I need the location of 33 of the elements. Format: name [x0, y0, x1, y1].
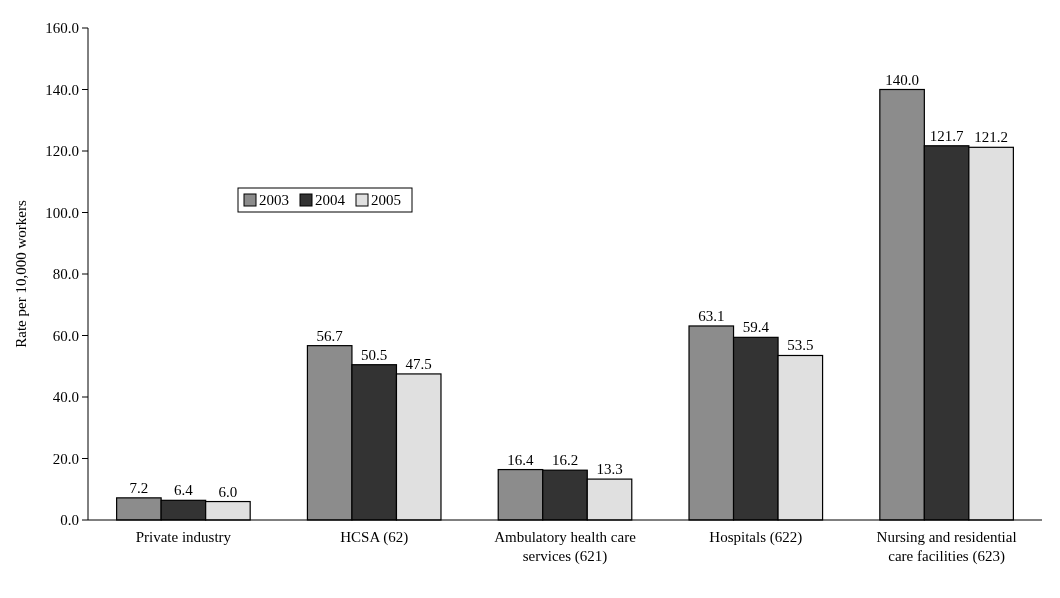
data-label: 50.5	[361, 346, 388, 363]
data-label: 63.1	[698, 307, 725, 324]
data-label: 121.7	[929, 127, 964, 144]
data-label: 16.2	[551, 452, 579, 469]
y-tick-label: 120.0	[45, 143, 79, 160]
data-label: 121.2	[974, 129, 1008, 146]
legend-label: 2005	[371, 192, 401, 208]
data-label: 56.7	[316, 327, 344, 344]
data-label: 6.0	[218, 483, 238, 500]
data-label: 53.5	[787, 337, 814, 354]
legend-label: 2003	[259, 192, 289, 208]
x-tick-label: Ambulatory health care services (621)	[494, 529, 637, 565]
data-label: 6.4	[174, 482, 194, 499]
y-tick-label: 20.0	[52, 450, 79, 467]
legend-label: 2004	[315, 192, 346, 208]
y-tick-label: 40.0	[52, 389, 79, 406]
y-tick-label: 160.0	[45, 20, 79, 37]
data-label: 16.4	[507, 451, 535, 468]
data-label: 47.5	[405, 355, 432, 372]
data-label: 59.4	[742, 319, 770, 336]
x-tick-label: Hospitals (622)	[709, 529, 803, 546]
y-tick-label: 100.0	[45, 204, 79, 221]
data-label: 140.0	[885, 71, 919, 88]
x-tick-label: Private industry	[135, 529, 232, 545]
y-axis-title: Rate per 10,000 workers	[13, 200, 29, 348]
x-tick-label: Nursing and residential care facilities (623)	[876, 529, 1017, 565]
y-tick-label: 80.0	[52, 266, 79, 283]
data-label: 7.2	[129, 479, 149, 496]
x-tick-label: HCSA (62)	[340, 529, 409, 546]
y-tick-label: 0.0	[60, 512, 79, 529]
y-tick-label: 60.0	[52, 327, 79, 344]
data-label: 13.3	[596, 461, 623, 478]
y-tick-label: 140.0	[45, 81, 79, 98]
